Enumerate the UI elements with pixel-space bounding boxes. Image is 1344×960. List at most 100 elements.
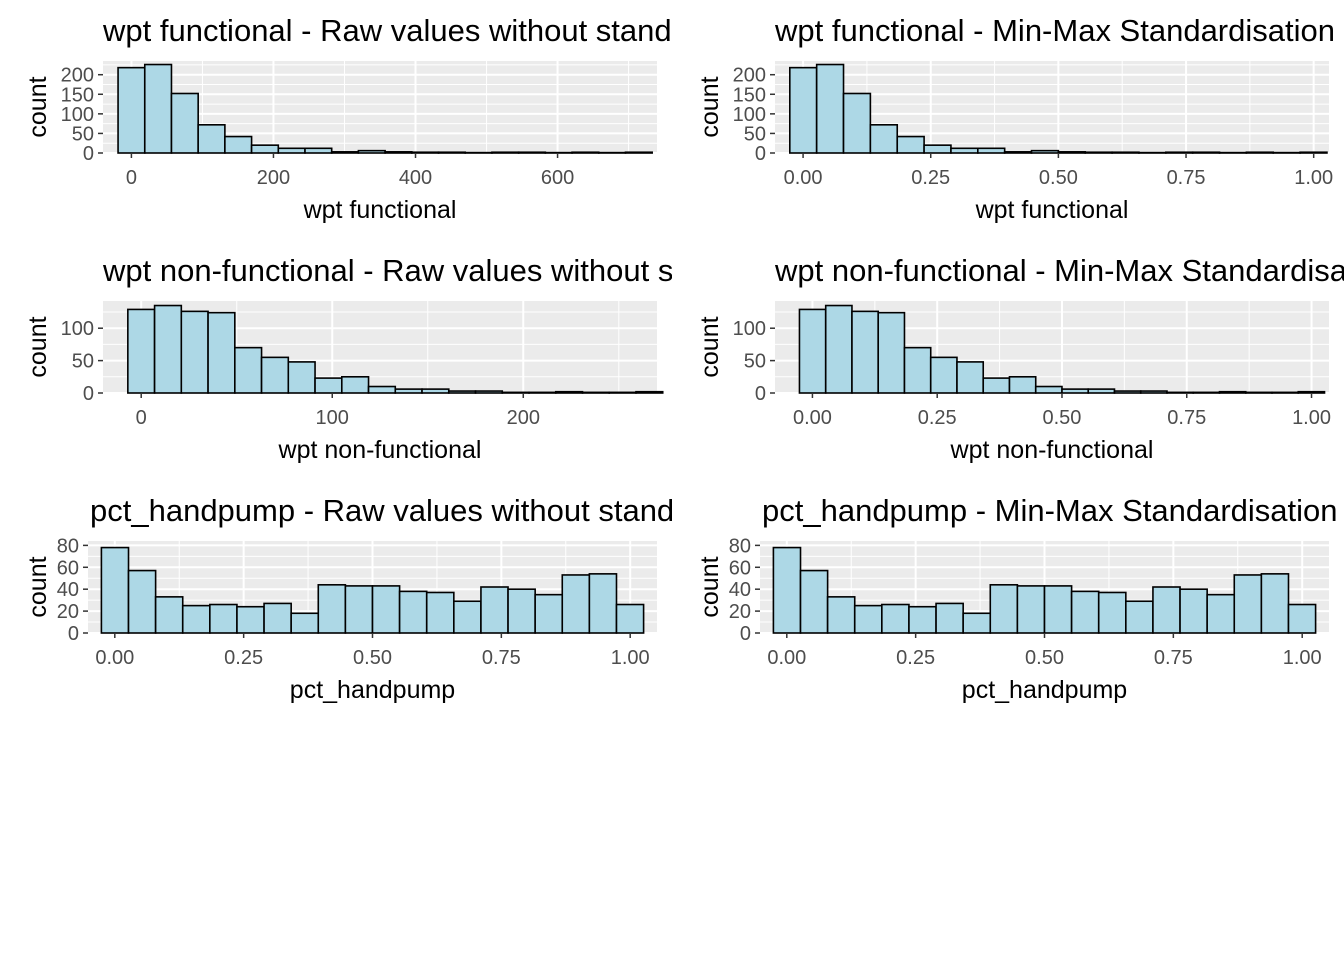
- y-axis-label: count: [696, 76, 724, 137]
- histogram-bar: [1166, 391, 1195, 394]
- histogram-bar: [1003, 151, 1033, 154]
- histogram-panel-3: 0 100 200 0 50 100 wpt non-functional count wpt …: [24, 253, 672, 464]
- histogram-bar: [935, 602, 964, 634]
- histogram-bar: [474, 390, 504, 394]
- histogram-bar: [1097, 591, 1127, 634]
- histogram-bar: [581, 391, 611, 394]
- histogram-bar: [528, 391, 557, 394]
- histogram-bar: [304, 147, 333, 154]
- histogram-bar: [340, 376, 370, 394]
- x-tick-label: 0.75: [482, 647, 521, 669]
- histogram-bar: [950, 147, 979, 154]
- histogram-bar: [962, 612, 992, 634]
- histogram-bar: [317, 584, 347, 634]
- histogram-bar: [1139, 390, 1168, 394]
- histogram-bar: [851, 310, 880, 394]
- y-tick-label: 50: [744, 123, 766, 145]
- histogram-bar: [908, 605, 937, 634]
- y-tick-label: 80: [57, 535, 79, 557]
- histogram-bar: [929, 356, 958, 394]
- x-tick-label: 600: [541, 167, 574, 189]
- histogram-bar: [290, 612, 320, 634]
- histogram-bar: [491, 151, 520, 154]
- histogram-bar: [371, 585, 401, 634]
- y-tick-label: 60: [57, 557, 79, 579]
- histogram-bar: [824, 304, 853, 394]
- y-tick-label: 50: [72, 351, 94, 373]
- histogram-bar: [277, 147, 306, 154]
- y-tick-label: 0: [755, 383, 766, 405]
- histogram-bar: [1034, 385, 1063, 394]
- histogram-bar: [1125, 600, 1154, 634]
- histogram-bar: [170, 92, 199, 154]
- histogram-bar: [608, 391, 637, 394]
- histogram-bar: [561, 574, 591, 634]
- y-tick-label: 0: [68, 623, 79, 645]
- histogram-bar: [815, 63, 845, 154]
- histogram-bar: [1260, 573, 1290, 634]
- y-tick-label: 200: [733, 65, 766, 87]
- histogram-bar: [956, 361, 985, 394]
- x-tick-label: 0.25: [224, 647, 263, 669]
- x-tick-label: 0.00: [767, 647, 806, 669]
- histogram-bar: [615, 603, 645, 634]
- histogram-bar: [1016, 585, 1046, 634]
- histogram-bar: [554, 390, 584, 394]
- histogram-bar: [236, 605, 265, 634]
- x-tick-label: 0.50: [1025, 647, 1064, 669]
- y-tick-label: 50: [744, 351, 766, 373]
- y-tick-label: 40: [57, 579, 79, 601]
- y-axis-label: count: [24, 556, 52, 617]
- histogram-bar: [789, 66, 818, 154]
- x-tick-label: 1.00: [1292, 407, 1331, 429]
- x-tick-label: 0.50: [1039, 167, 1078, 189]
- x-tick-label: 0: [126, 167, 137, 189]
- y-tick-label: 0: [83, 383, 94, 405]
- x-tick-label: 0.75: [1167, 167, 1206, 189]
- histogram-bar: [826, 596, 856, 634]
- x-tick-label: 200: [257, 167, 290, 189]
- histogram-bar: [1191, 151, 1221, 154]
- histogram-bar: [501, 391, 530, 394]
- histogram-bar: [314, 377, 343, 394]
- histogram-bar: [977, 147, 1006, 154]
- histogram-bar: [447, 390, 477, 394]
- histogram-bar: [881, 603, 910, 634]
- y-axis-label: count: [24, 316, 52, 377]
- histogram-bar: [1192, 391, 1221, 394]
- histogram-bar: [1008, 376, 1037, 394]
- x-tick-label: 100: [316, 407, 349, 429]
- histogram-bar: [425, 591, 455, 634]
- histogram-bar: [1070, 590, 1100, 634]
- y-tick-label: 0: [740, 623, 751, 645]
- x-tick-label: 0.00: [784, 167, 823, 189]
- y-tick-label: 40: [729, 579, 751, 601]
- panel-title: pct_handpump - Raw values without standa…: [90, 493, 809, 528]
- histogram-bar: [209, 603, 238, 634]
- y-tick-label: 100: [61, 104, 94, 126]
- y-tick-label: 100: [733, 104, 766, 126]
- x-tick-label: 0.00: [793, 407, 832, 429]
- x-tick-label: 0.75: [1167, 407, 1206, 429]
- y-tick-label: 100: [733, 318, 766, 340]
- histogram-bar: [853, 604, 883, 634]
- histogram-bar: [989, 584, 1019, 634]
- histogram-bar: [398, 590, 428, 634]
- histogram-bar: [100, 546, 130, 634]
- histogram-bar: [384, 151, 413, 154]
- histogram-bar: [330, 151, 360, 154]
- histogram-bar: [1233, 574, 1263, 634]
- histogram-bar: [571, 151, 600, 154]
- y-tick-label: 200: [61, 65, 94, 87]
- histogram-bar: [127, 569, 157, 634]
- histogram-bar: [154, 596, 184, 634]
- x-tick-label: 0.50: [1043, 407, 1082, 429]
- histogram-bar: [1084, 151, 1113, 154]
- histogram-bar: [197, 124, 226, 154]
- histogram-panel-4: 0.00 0.25 0.50 0.75 1.00 0 50 100 wpt non-functi…: [696, 253, 1344, 464]
- y-tick-label: 150: [61, 84, 94, 106]
- histogram-bar: [480, 586, 509, 634]
- histogram-bar: [207, 311, 236, 394]
